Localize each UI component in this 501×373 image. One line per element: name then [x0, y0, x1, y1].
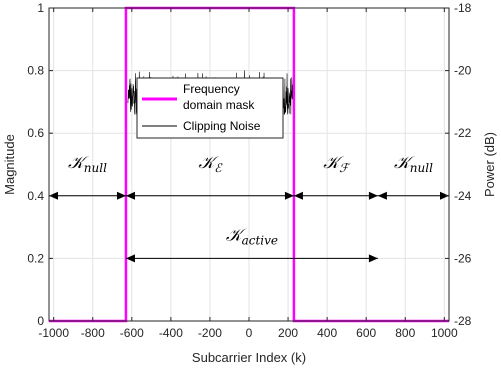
y2-axis-label: Power (dB)	[482, 132, 497, 197]
x-tick-label: 200	[278, 326, 298, 340]
legend-mask-label-line1: Frequency	[183, 82, 240, 96]
double-arrow	[377, 191, 449, 200]
legend-noise-label: Clipping Noise	[183, 119, 261, 133]
legend-mask-label-line2: domain mask	[183, 98, 255, 112]
x-tick-label: 800	[395, 326, 415, 340]
x-tick-label: -800	[81, 326, 105, 340]
y-tick-label: 1	[37, 1, 44, 15]
x-tick-label: 600	[356, 326, 376, 340]
y-tick-label: 0	[37, 314, 44, 328]
x-tick-label: 1000	[431, 326, 458, 340]
y-tick-label: 0.8	[27, 64, 44, 78]
double-arrow	[49, 191, 126, 200]
region-labels: 𝒦null 𝒦ℰ 𝒦ℱ 𝒦null 𝒦active	[68, 153, 433, 248]
legend: Frequency domain mask Clipping Noise	[136, 77, 284, 139]
x-axis-label: Subcarrier Index (k)	[192, 350, 306, 365]
x-tick-label: 0	[246, 326, 253, 340]
y-ticks: 0 0.2 0.4 0.6 0.8 1	[27, 1, 53, 328]
y-axis-label: Magnitude	[2, 134, 17, 195]
x-tick-label: 400	[317, 326, 337, 340]
x-tick-label: -1000	[38, 326, 69, 340]
x-tick-label: -400	[159, 326, 183, 340]
region-label-null: 𝒦null	[394, 153, 433, 175]
y2-tick-label: -22	[454, 126, 472, 140]
y2-tick-label: -20	[454, 64, 472, 78]
y2-tick-label: -24	[454, 189, 472, 203]
double-arrow	[125, 254, 378, 263]
double-arrow	[125, 191, 294, 200]
annotation-arrows	[49, 191, 449, 263]
y2-tick-label: -28	[454, 314, 472, 328]
region-label-null: 𝒦null	[68, 153, 107, 175]
region-label-active: 𝒦active	[226, 225, 278, 247]
legend-box	[136, 77, 284, 139]
grid	[49, 7, 449, 322]
region-label-e: 𝒦ℰ	[198, 153, 223, 175]
x-ticks: -1000 -800 -600 -400 -200 0 200 400 600 800 1000	[38, 8, 458, 340]
y2-tick-label: -26	[454, 251, 472, 265]
double-arrow	[293, 191, 378, 200]
y2-tick-label: -18	[454, 1, 472, 15]
y2-ticks: -28 -26 -24 -22 -20 -18	[445, 1, 472, 328]
y-tick-label: 0.4	[27, 189, 44, 203]
x-tick-label: -200	[198, 326, 222, 340]
region-label-f: 𝒦ℱ	[323, 153, 351, 175]
x-tick-label: -600	[120, 326, 144, 340]
y-tick-label: 0.6	[27, 126, 44, 140]
y-tick-label: 0.2	[27, 251, 44, 265]
